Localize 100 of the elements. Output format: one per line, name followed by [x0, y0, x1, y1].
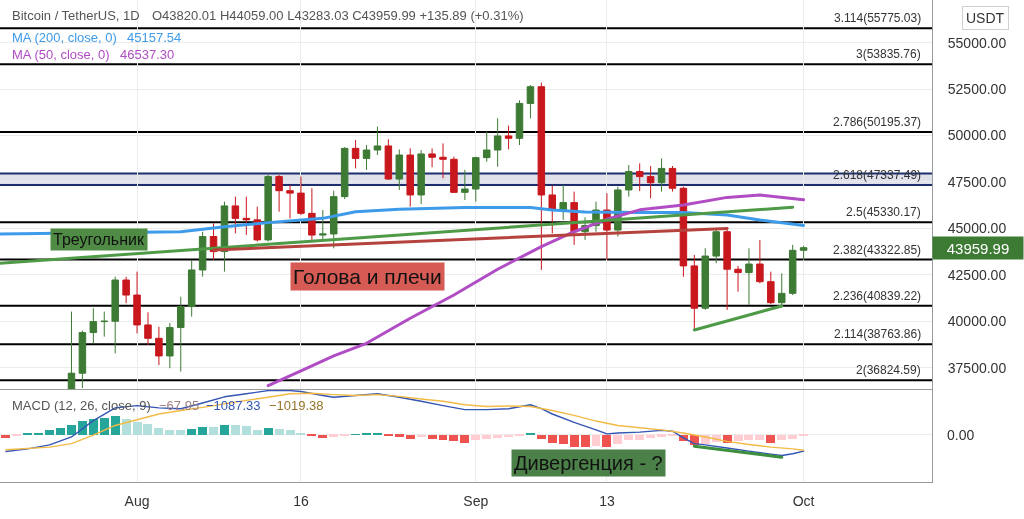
bar — [646, 435, 655, 438]
candlestick — [351, 139, 360, 169]
candlestick — [701, 247, 710, 311]
candlestick — [275, 174, 283, 213]
candlestick — [297, 176, 305, 216]
bar — [1, 435, 10, 438]
ref-line-label: 2.382(43322.85) — [833, 243, 922, 257]
annotation: 46537.30 — [120, 47, 175, 62]
ref-line-label: 2.786(50195.37) — [833, 115, 922, 129]
candlestick — [723, 228, 731, 311]
candlestick — [668, 165, 677, 193]
y-tick-label: 42500.00 — [947, 266, 1007, 283]
y-tick-label: 40000.00 — [947, 313, 1007, 330]
candlestick — [231, 196, 240, 234]
bar — [537, 435, 546, 439]
candlestick — [155, 326, 163, 366]
candlestick — [646, 165, 655, 199]
candlestick — [767, 271, 775, 305]
candlestick — [67, 311, 76, 389]
candlestick — [122, 276, 130, 304]
bar — [67, 425, 76, 435]
x-tick-label: 13 — [599, 492, 615, 509]
bar — [231, 425, 240, 435]
ref-line-label: 2.114(38763.86) — [834, 327, 922, 341]
bar — [602, 435, 611, 447]
candlestick — [799, 245, 808, 261]
candlestick — [635, 162, 644, 192]
candlestick — [788, 244, 797, 296]
candlestick — [362, 144, 371, 171]
text: 0.00 — [947, 427, 975, 443]
text: MA (200, close, 0) — [12, 30, 117, 45]
candlestick — [144, 311, 152, 346]
candlestick — [417, 149, 425, 205]
bar — [318, 435, 327, 438]
bar — [253, 430, 262, 435]
y-axis-title: USDT — [966, 10, 1005, 26]
y-tick-label: 37500.00 — [947, 359, 1007, 376]
candlestick — [625, 164, 633, 198]
candlestick — [198, 231, 207, 278]
line-series — [266, 193, 806, 388]
bar — [111, 416, 120, 435]
bar — [122, 419, 131, 435]
annotation: Дивергенция - ? — [514, 452, 663, 474]
bar — [187, 429, 196, 435]
candlestick — [242, 196, 251, 236]
candlestick — [133, 271, 141, 334]
bar — [777, 435, 786, 440]
bar — [165, 430, 174, 435]
candlestick — [428, 147, 436, 168]
candlestick — [406, 147, 414, 208]
y-tick-label: 45000.00 — [947, 220, 1007, 237]
candlestick — [482, 131, 491, 163]
candlestick — [340, 146, 349, 200]
annotation: 45157.54 — [127, 30, 182, 45]
bar — [100, 418, 109, 435]
ref-line-label: 2.236(40839.22) — [833, 289, 922, 303]
bar — [264, 428, 273, 435]
bar — [788, 435, 797, 439]
text: MA (50, close, 0) — [12, 47, 110, 62]
candlestick — [559, 184, 567, 221]
y-tick-label: 52500.00 — [947, 81, 1007, 98]
bar — [395, 434, 404, 437]
candlestick — [177, 296, 185, 373]
bar — [493, 435, 502, 438]
candlestick — [690, 254, 699, 330]
annotation: Треугольник — [53, 231, 145, 248]
bar — [449, 435, 458, 441]
bar — [635, 435, 644, 440]
candlestick — [778, 272, 786, 308]
candlestick — [450, 156, 458, 194]
annotation: −1087.33 — [206, 398, 261, 413]
candlestick — [187, 259, 196, 318]
candlestick — [264, 174, 272, 243]
bar — [154, 428, 163, 435]
bar — [242, 426, 251, 435]
bar — [45, 430, 54, 435]
bar — [460, 435, 469, 443]
candlestick — [548, 185, 557, 234]
candlestick — [504, 125, 513, 150]
bar — [329, 434, 338, 437]
bar — [570, 435, 579, 447]
bar — [220, 425, 229, 435]
candlestick — [537, 82, 546, 271]
text: 43959.99 — [946, 239, 1010, 257]
candlestick — [493, 117, 502, 168]
candlestick — [329, 190, 338, 249]
candlestick — [657, 157, 666, 193]
x-tick-label: Aug — [124, 492, 150, 509]
bar — [482, 435, 491, 439]
annotation: −1019.38 — [269, 398, 324, 413]
candlestick — [526, 84, 535, 119]
bar — [755, 435, 764, 440]
x-tick-label: Oct — [792, 492, 815, 509]
ref-line-label: 3(53835.76) — [856, 47, 921, 61]
bar — [275, 429, 284, 435]
candlestick — [286, 184, 294, 219]
ref-line-label: 3.114(55775.03) — [834, 11, 922, 25]
bar — [176, 430, 185, 435]
candlestick — [712, 228, 720, 264]
candlestick — [756, 239, 764, 284]
